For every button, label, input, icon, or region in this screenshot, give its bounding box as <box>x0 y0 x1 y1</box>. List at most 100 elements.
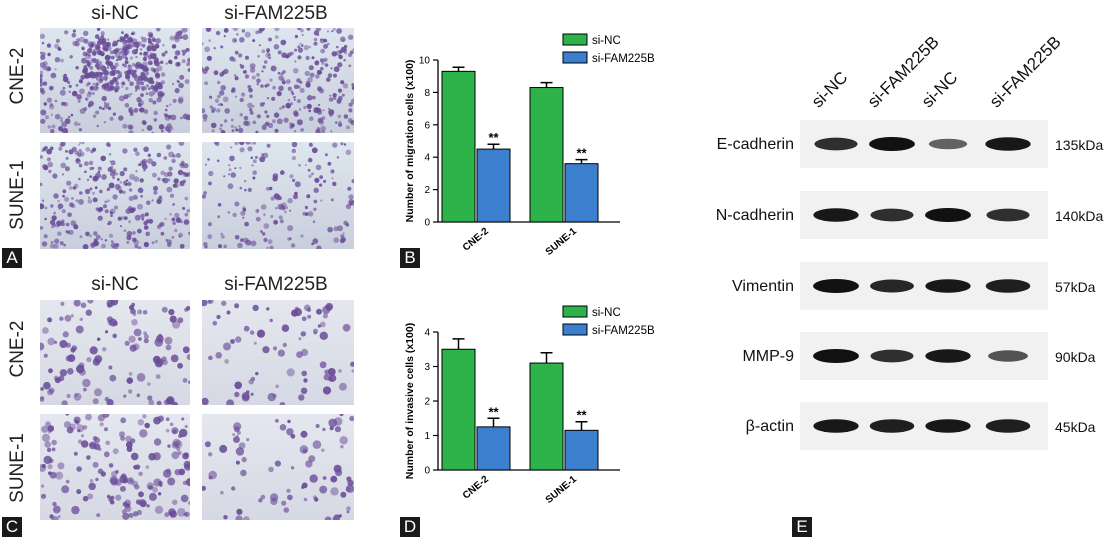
panel-d-letter: D <box>400 517 420 537</box>
panel-c-row-label-1: CNE-2 <box>7 320 28 378</box>
bar-sune-1-si-nc <box>529 362 564 471</box>
blot-band <box>925 279 971 293</box>
bar-cne-2-si-nc <box>441 348 476 471</box>
blot-band <box>870 208 914 222</box>
y-tick-label: 2 <box>424 185 430 196</box>
blot-band <box>870 349 914 363</box>
y-tick-label: 6 <box>424 120 430 131</box>
error-bar <box>452 66 465 72</box>
error-bar <box>487 417 500 427</box>
x-tick-label: SUNE-1 <box>544 226 580 258</box>
panel-c-col-label-2: si-FAM225B <box>224 274 328 295</box>
bar-cne-2-si-fam225b <box>476 426 511 471</box>
panel-e-letter: E <box>792 517 812 537</box>
micrograph-a-sune1-sinc <box>40 142 190 249</box>
y-tick-label: 0 <box>424 218 430 229</box>
blot-band <box>870 279 914 293</box>
blot-band <box>813 419 859 433</box>
blot-band <box>985 419 1031 433</box>
protein-label: N-cadherin <box>715 207 794 224</box>
panel-a-row-label-1: CNE-2 <box>7 47 28 105</box>
blot-strip <box>800 120 1048 168</box>
significance-label: ** <box>576 408 587 423</box>
bar-cne-2-si-nc <box>441 70 476 223</box>
panel-c-letter: C <box>2 517 22 537</box>
blot-band <box>925 419 971 433</box>
x-tick-label: CNE-2 <box>461 226 491 254</box>
blot-band <box>985 279 1031 293</box>
error-bar <box>540 351 553 364</box>
legend-swatch <box>562 305 588 318</box>
panel-d-chart: 0 1 2 3 4 Number of invasive cells (x100) ** CN… <box>404 305 655 506</box>
error-bar <box>487 143 500 150</box>
y-tick-label: 8 <box>424 88 430 99</box>
blot-band <box>925 349 971 363</box>
legend-label: si-NC <box>592 307 621 319</box>
panel-c-row-label-2: SUNE-1 <box>7 433 28 503</box>
micrograph-a-cne2-sinc <box>40 28 190 133</box>
blot-strip <box>800 191 1048 239</box>
x-tick-label: SUNE-1 <box>544 474 580 506</box>
blot-band <box>813 208 859 222</box>
lane-label: si-FAM225B <box>985 32 1065 112</box>
legend-label: si-FAM225B <box>592 53 655 65</box>
blot-band <box>988 350 1028 362</box>
protein-label: Vimentin <box>732 278 794 295</box>
bar-cne-2-si-fam225b <box>476 148 511 223</box>
legend-swatch <box>562 323 588 336</box>
y-tick-label: 3 <box>424 362 430 373</box>
y-tick-label: 4 <box>424 153 430 164</box>
micrograph-c-cne2-sinc <box>40 300 190 405</box>
x-tick-label: CNE-2 <box>461 474 491 502</box>
blot-strip <box>800 262 1048 310</box>
protein-label: MMP-9 <box>742 348 794 365</box>
y-tick-label: 0 <box>424 466 430 477</box>
y-tick-label: 1 <box>424 431 430 442</box>
significance-label: ** <box>488 130 499 145</box>
kda-label: 135kDa <box>1055 137 1104 153</box>
y-axis-label: Number of invasive cells (x100) <box>404 323 416 479</box>
y-axis-label: Number of migration cells (x100) <box>404 60 416 223</box>
blot-band <box>985 137 1031 151</box>
bar-sune-1-si-fam225b <box>564 429 599 471</box>
blot-band <box>814 137 858 151</box>
protein-label: β-actin <box>745 418 794 435</box>
micrograph-c-sune1-sifam <box>202 414 354 520</box>
error-bar <box>540 81 553 88</box>
blot-band <box>813 279 859 293</box>
micrograph-a-sune1-sifam <box>202 142 354 249</box>
blot-band <box>986 208 1030 222</box>
significance-label: ** <box>488 404 499 419</box>
y-tick-label: 4 <box>424 328 430 339</box>
legend-label: si-NC <box>592 35 621 47</box>
blot-strip <box>800 332 1048 380</box>
panel-c-col-label-1: si-NC <box>91 274 139 295</box>
y-tick-label: 2 <box>424 397 430 408</box>
blot-band <box>928 138 968 150</box>
kda-label: 57kDa <box>1055 279 1096 295</box>
bar-sune-1-si-nc <box>529 87 564 223</box>
micrograph-c-cne2-sifam <box>202 300 354 405</box>
error-bar <box>452 338 465 350</box>
legend-swatch <box>562 33 588 46</box>
panel-a-row-label-2: SUNE-1 <box>7 160 28 230</box>
y-tick-label: 10 <box>419 56 431 67</box>
legend-label: si-FAM225B <box>592 325 655 337</box>
panel-a-col-label-1: si-NC <box>91 3 139 24</box>
blot-band <box>869 419 915 433</box>
significance-label: ** <box>576 146 587 161</box>
blot-band <box>813 349 859 363</box>
panel-b-letter: B <box>400 248 420 268</box>
lane-label: si-NC <box>807 67 852 112</box>
error-bar <box>575 420 588 431</box>
kda-label: 90kDa <box>1055 349 1096 365</box>
lane-label: si-NC <box>917 67 962 112</box>
panel-a-col-label-2: si-FAM225B <box>224 3 328 24</box>
kda-label: 140kDa <box>1055 208 1104 224</box>
error-bar <box>575 158 588 164</box>
panel-a-letter: A <box>2 248 22 268</box>
blot-band <box>925 208 971 222</box>
bar-sune-1-si-fam225b <box>564 163 599 223</box>
